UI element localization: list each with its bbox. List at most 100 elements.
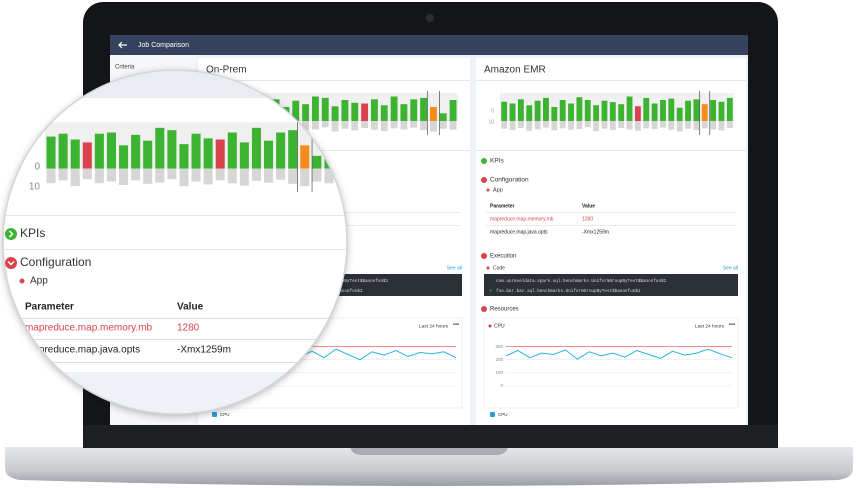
lower-bar (668, 121, 675, 130)
axis-tick: 10 (29, 182, 41, 193)
section-title: Execution (490, 254, 516, 260)
config-icon (481, 177, 487, 183)
bar (94, 133, 104, 169)
sub-title: App (30, 276, 48, 287)
more-menu[interactable]: ••• (729, 323, 735, 329)
see-all-link[interactable]: See all (723, 265, 738, 271)
section-divider (476, 150, 746, 151)
bar (321, 97, 329, 121)
lower-bar (390, 121, 398, 129)
lower-bar (685, 121, 691, 129)
bar (370, 99, 378, 121)
lower-bar (143, 168, 153, 184)
bar (167, 130, 177, 169)
param: mapreduce.map.java.opts (490, 229, 548, 235)
lower-bar (584, 121, 591, 128)
see-all-link[interactable]: See all (447, 265, 462, 271)
lower-bar (321, 121, 329, 128)
bezel-chin (83, 425, 778, 448)
lower-bar (70, 168, 80, 187)
axis-tick: 0 (34, 162, 40, 173)
cpu-dot (488, 324, 492, 328)
bar (726, 97, 733, 121)
bar (227, 132, 237, 169)
bar (179, 144, 189, 169)
bar (70, 139, 80, 169)
chevron (7, 260, 15, 266)
lower-bar (119, 168, 129, 185)
lower-bar (331, 121, 339, 132)
y-tick-label: 100 (495, 370, 503, 375)
lower-bar (701, 121, 708, 129)
bar (292, 100, 300, 121)
cpu-title: CPU (494, 323, 505, 329)
lower-bar (239, 168, 249, 186)
lower-bar (543, 121, 549, 128)
table-header: Parameter (25, 302, 74, 313)
lower-bar (288, 168, 298, 184)
lower-bar (643, 121, 650, 129)
bar (239, 142, 249, 169)
lower-bar (609, 121, 616, 131)
kpi-icon (481, 158, 487, 164)
y-tick-label: 200 (495, 357, 503, 362)
bar (660, 100, 666, 121)
cpu-card (483, 317, 739, 409)
lower-bar (420, 121, 428, 131)
lower-bar (517, 121, 524, 128)
panel-title: On-Prem (206, 65, 247, 76)
lower-bar (191, 168, 201, 182)
lower-bar (593, 121, 600, 132)
bar (119, 145, 129, 169)
bar (276, 132, 286, 169)
lower-bar (324, 168, 334, 184)
exec-icon (481, 253, 487, 259)
row-divider (15, 339, 347, 340)
bar (676, 107, 683, 121)
lower-bar (351, 121, 359, 131)
bar (543, 97, 549, 121)
lower-bar (559, 121, 566, 129)
lower-bar (131, 168, 141, 181)
bar (710, 100, 717, 121)
lower-bar (264, 168, 274, 183)
page-title: Job Comparison (138, 42, 189, 49)
bar (618, 104, 625, 121)
bar (155, 127, 165, 169)
lower-bar (718, 121, 725, 131)
lens-rim (2, 69, 348, 415)
app-dot (486, 188, 490, 192)
kpi-icon (5, 228, 17, 240)
config-icon (5, 257, 17, 269)
param-changed: mapreduce.map.memory.mb (490, 216, 554, 222)
nav-criteria: Criteria (115, 65, 135, 71)
bar (311, 96, 319, 121)
resources-icon (481, 306, 487, 312)
panel-divider (198, 80, 470, 81)
bar (534, 100, 541, 121)
range-select[interactable]: Last 24 hours (695, 323, 725, 329)
bar (551, 107, 558, 121)
lower-bar (311, 121, 319, 130)
lower-bar (626, 121, 633, 130)
lower-bar (46, 168, 56, 184)
bar (106, 132, 116, 169)
bar (609, 102, 616, 121)
lower-bar (227, 168, 237, 184)
range-select[interactable]: Last 24 hours (419, 323, 449, 329)
lower-bar (276, 168, 286, 180)
lower-bar (341, 121, 349, 129)
bar (501, 101, 508, 121)
bar (302, 104, 310, 121)
value: -Xmx1259m (177, 345, 231, 356)
section-title: KPIs (20, 226, 45, 240)
bar (651, 103, 658, 121)
lower-bar (361, 121, 369, 128)
bar (288, 130, 298, 169)
lower-bar (509, 121, 516, 131)
row-divider (15, 318, 347, 319)
more-menu[interactable]: ••• (453, 323, 459, 329)
bar (380, 105, 388, 121)
bar (685, 100, 691, 121)
bar (509, 103, 516, 121)
